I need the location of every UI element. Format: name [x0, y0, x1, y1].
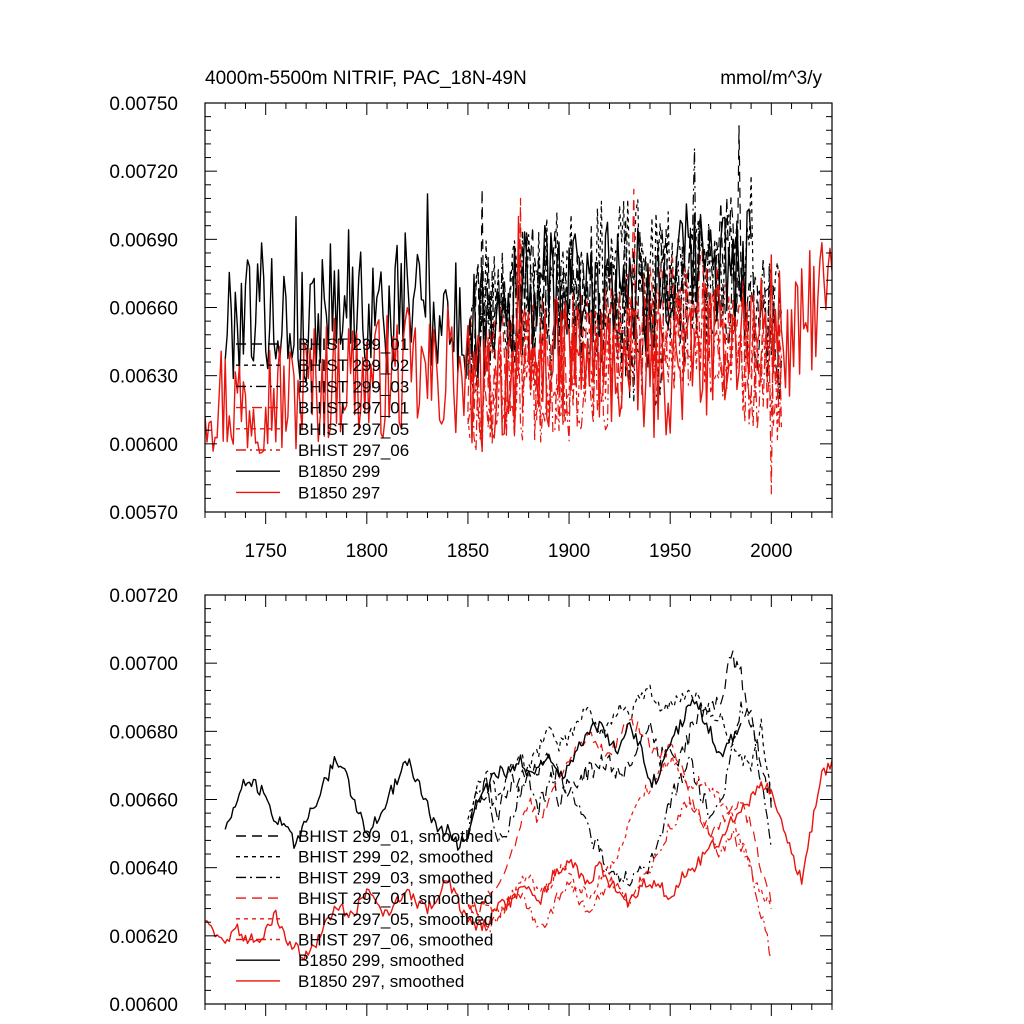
- top-panel-title: 4000m-5500m NITRIF, PAC_18N-49N: [205, 68, 527, 89]
- legend-label-6: BHIST 297_06, smoothed: [298, 931, 493, 950]
- series-line-3: [467, 701, 772, 887]
- series-line-5: [467, 755, 772, 920]
- y-tick-label: 0.00600: [109, 435, 178, 456]
- legend-label-6: BHIST 297_06: [298, 441, 409, 460]
- legend-label-4: BHIST 297_01: [298, 399, 409, 418]
- y-tick-label: 0.00600: [109, 995, 178, 1016]
- top-panel: 4000m-5500m NITRIF, PAC_18N-49N mmol/m^3…: [109, 68, 833, 562]
- top-axes: 0.00570 0.00600 0.00630 0.00660 0.00690 0.007…: [109, 94, 833, 562]
- series-line-2: [467, 175, 782, 356]
- legend-label-8: B1850 297, smoothed: [298, 972, 464, 991]
- x-tick-label: 1800: [346, 541, 388, 562]
- y-tick-label: 0.00690: [109, 230, 178, 251]
- bottom-legend: BHIST 299_01, smoothed BHIST 299_02, smoo…: [236, 827, 493, 991]
- series-line-7: [224, 698, 742, 851]
- legend-label-8: B1850 297: [298, 483, 380, 502]
- legend-label-7: B1850 299, smoothed: [298, 951, 464, 970]
- x-tick-label: 1850: [447, 541, 489, 562]
- legend-label-3: BHIST 299_03, smoothed: [298, 868, 493, 887]
- y-tick-label: 0.00720: [109, 162, 178, 183]
- series-line-8: [205, 760, 832, 961]
- series-line-8: [205, 215, 832, 454]
- series-line-6: [467, 273, 782, 495]
- x-tick-label: 1750: [245, 541, 287, 562]
- top-legend: BHIST 299_01 BHIST 299_02 BHIST 299_03 BHIS…: [236, 335, 409, 502]
- series-line-4: [467, 188, 782, 440]
- y-tick-label: 0.00630: [109, 367, 178, 388]
- legend-label-3: BHIST 299_03: [298, 377, 409, 396]
- bottom-panel: BHIST 299_01, smoothed BHIST 299_02, smoo…: [109, 586, 833, 1016]
- bottom-axes: 0.00600 0.00620 0.00640 0.00660 0.00680 0.007…: [109, 586, 833, 1016]
- bottom-series-layer: [205, 650, 832, 961]
- y-tick-label: 0.00620: [109, 927, 178, 948]
- x-tick-label: 1950: [649, 541, 691, 562]
- y-tick-label: 0.00750: [109, 94, 178, 115]
- legend-label-2: BHIST 299_02: [298, 356, 409, 375]
- y-tick-label: 0.00700: [109, 654, 178, 675]
- legend-label-1: BHIST 299_01, smoothed: [298, 827, 493, 846]
- legend-label-5: BHIST 297_05: [298, 420, 409, 439]
- y-tick-label: 0.00660: [109, 299, 178, 320]
- series-line-7: [224, 193, 752, 383]
- legend-label-2: BHIST 299_02, smoothed: [298, 848, 493, 867]
- y-tick-label: 0.00720: [109, 586, 178, 607]
- x-tick-label: 1900: [548, 541, 590, 562]
- x-tick-label: 2000: [750, 541, 792, 562]
- y-tick-label: 0.00680: [109, 722, 178, 743]
- legend-label-7: B1850 299: [298, 462, 380, 481]
- top-panel-units: mmol/m^3/y: [720, 68, 822, 89]
- legend-label-5: BHIST 297_05, smoothed: [298, 910, 493, 929]
- series-line-2: [467, 684, 772, 820]
- y-tick-label: 0.00660: [109, 791, 178, 812]
- y-tick-label: 0.00570: [109, 503, 178, 524]
- legend-label-1: BHIST 299_01: [298, 335, 409, 354]
- series-line-1: [467, 650, 772, 839]
- y-tick-label: 0.00640: [109, 859, 178, 880]
- legend-label-4: BHIST 297_01, smoothed: [298, 889, 493, 908]
- series-line-6: [467, 801, 772, 960]
- top-series-layer: [205, 125, 832, 495]
